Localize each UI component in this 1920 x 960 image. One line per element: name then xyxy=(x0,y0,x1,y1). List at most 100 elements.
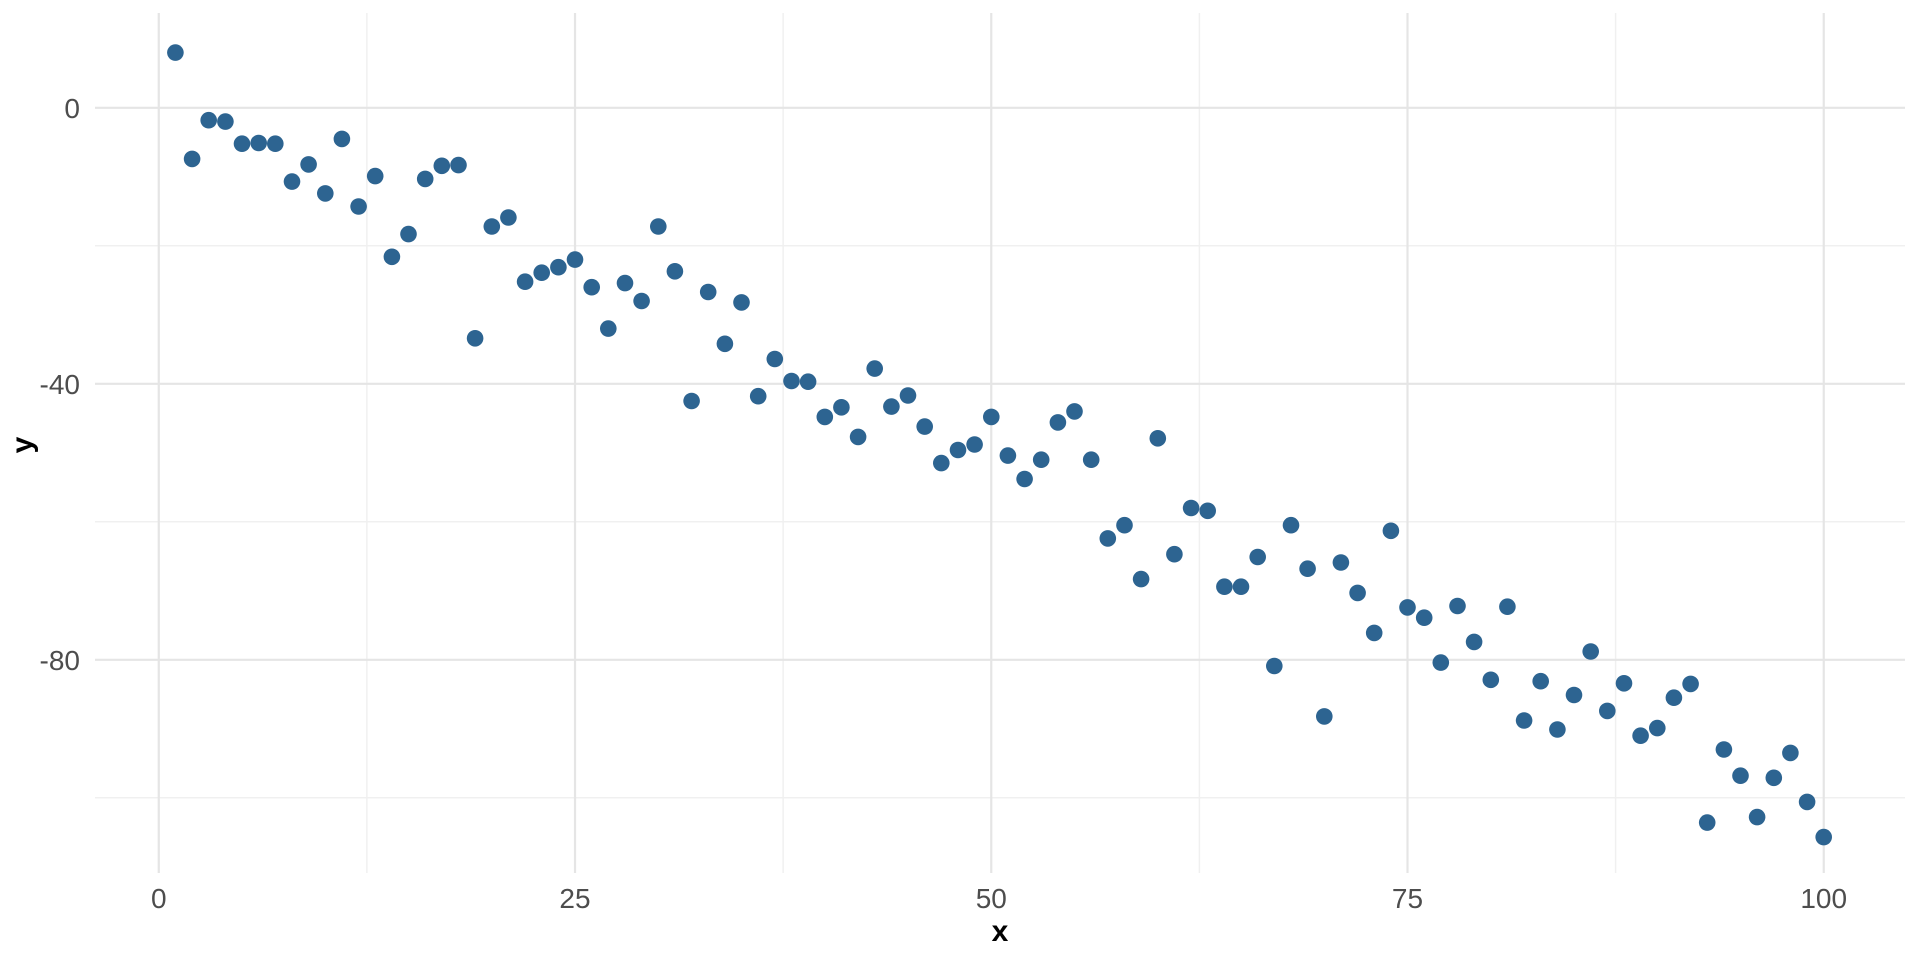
data-point xyxy=(799,373,817,391)
data-point xyxy=(866,360,883,377)
x-axis-title: x xyxy=(992,915,1009,948)
data-points xyxy=(167,44,1832,846)
data-point xyxy=(1532,672,1549,690)
data-point xyxy=(833,399,850,416)
data-point xyxy=(1432,654,1450,671)
data-point xyxy=(1016,470,1033,488)
data-point xyxy=(1199,502,1216,520)
data-point xyxy=(300,156,317,173)
data-point xyxy=(1782,744,1799,762)
data-point xyxy=(1166,545,1183,563)
data-point xyxy=(1798,793,1816,811)
data-point xyxy=(1682,675,1699,693)
data-point xyxy=(1232,578,1250,595)
data-point xyxy=(1149,430,1167,447)
data-point xyxy=(766,350,784,368)
minor-gridlines xyxy=(95,13,1905,873)
data-point xyxy=(899,387,917,404)
data-point xyxy=(949,441,967,459)
data-point xyxy=(1216,578,1233,595)
data-point xyxy=(1099,530,1117,547)
data-point xyxy=(1049,414,1067,431)
data-point xyxy=(1748,808,1766,826)
data-point xyxy=(1665,689,1683,706)
data-point xyxy=(250,134,267,152)
y-axis-tick-labels: 0 -40 -80 xyxy=(40,93,80,676)
data-point xyxy=(699,283,717,301)
data-point xyxy=(1365,624,1383,642)
data-point xyxy=(1182,499,1200,517)
data-point xyxy=(1332,554,1350,571)
data-point xyxy=(966,436,983,453)
data-point xyxy=(666,263,684,280)
data-point xyxy=(1382,522,1400,540)
data-point xyxy=(1349,584,1366,602)
data-point xyxy=(1266,657,1283,675)
data-point xyxy=(466,330,484,347)
data-point xyxy=(217,113,234,130)
major-gridlines xyxy=(95,13,1905,873)
data-point xyxy=(283,173,301,190)
data-point xyxy=(1582,643,1599,660)
data-point xyxy=(583,278,600,296)
data-point xyxy=(1732,767,1749,784)
data-point xyxy=(1316,708,1333,725)
data-point xyxy=(1032,451,1050,469)
data-point xyxy=(500,209,517,226)
data-point xyxy=(1415,609,1433,626)
data-point xyxy=(1599,702,1616,720)
y-tick-label: -80 xyxy=(40,645,80,676)
data-point xyxy=(566,251,584,268)
data-point xyxy=(516,273,534,291)
data-point xyxy=(1299,560,1316,577)
data-point xyxy=(733,294,750,311)
data-point xyxy=(1515,712,1533,729)
data-point xyxy=(1132,570,1150,588)
data-point xyxy=(550,258,567,276)
data-point xyxy=(1715,741,1733,758)
y-tick-label: 0 xyxy=(64,93,80,124)
data-point xyxy=(1249,548,1266,566)
data-point xyxy=(317,185,334,202)
data-point xyxy=(233,135,251,152)
data-point xyxy=(1815,828,1832,846)
y-tick-label: -40 xyxy=(40,369,80,400)
data-point xyxy=(1449,597,1466,615)
data-point xyxy=(1399,599,1416,616)
data-point xyxy=(1082,451,1100,469)
y-axis-title: y xyxy=(6,436,39,453)
data-point xyxy=(416,170,434,188)
data-point xyxy=(1066,403,1083,420)
x-axis-tick-labels: 0 25 50 75 100 xyxy=(151,883,1847,914)
data-point xyxy=(1116,516,1133,534)
data-point xyxy=(333,130,351,148)
data-point xyxy=(716,335,734,353)
data-point xyxy=(533,264,550,282)
data-point xyxy=(200,111,217,129)
data-point xyxy=(483,218,501,235)
x-tick-label: 50 xyxy=(976,883,1007,914)
data-point xyxy=(1565,686,1583,704)
data-point xyxy=(450,156,467,174)
data-point xyxy=(1698,814,1716,831)
data-point xyxy=(1765,769,1783,787)
data-point xyxy=(683,392,700,410)
data-point xyxy=(1499,598,1516,615)
data-point xyxy=(1632,727,1649,744)
data-point xyxy=(616,274,634,292)
data-point xyxy=(883,398,900,415)
data-point xyxy=(600,320,617,337)
data-point xyxy=(1649,719,1666,737)
data-point xyxy=(1465,633,1483,651)
data-point xyxy=(749,387,767,405)
data-point xyxy=(400,225,417,243)
data-point xyxy=(816,408,834,426)
x-tick-label: 0 xyxy=(151,883,167,914)
data-point xyxy=(650,218,667,235)
data-point xyxy=(1482,671,1500,689)
data-point xyxy=(433,157,451,175)
data-point xyxy=(849,428,867,446)
x-tick-label: 100 xyxy=(1800,883,1847,914)
